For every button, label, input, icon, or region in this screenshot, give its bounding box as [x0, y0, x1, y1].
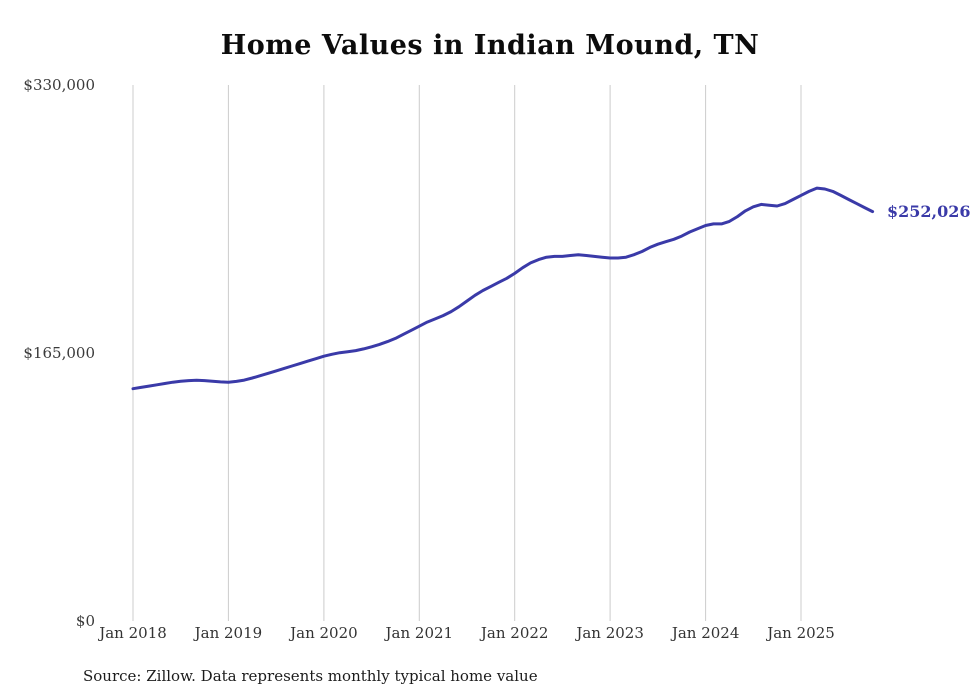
y-axis-tick-label: $330,000: [23, 76, 95, 94]
y-axis-tick-label: $0: [75, 612, 95, 630]
home-value-line-series: [131, 186, 875, 391]
y-axis-tick-label: $165,000: [23, 344, 95, 362]
x-axis-tick-label: Jan 2024: [671, 624, 740, 642]
latest-value-label: $252,026: [887, 202, 971, 221]
chart-title: Home Values in Indian Mound, TN: [220, 30, 760, 61]
x-axis-tick-label: Jan 2025: [767, 624, 835, 642]
x-axis-tick-label: Jan 2023: [576, 624, 644, 642]
x-axis-tick-label: Jan 2018: [99, 624, 167, 642]
x-axis-tick-label: Jan 2022: [480, 624, 549, 642]
x-axis-tick-label: Jan 2019: [194, 624, 263, 642]
x-axis-tick-label: Jan 2021: [385, 624, 454, 642]
x-axis-tick-label: Jan 2020: [290, 624, 358, 642]
source-note: Source: Zillow. Data represents monthly …: [83, 667, 538, 685]
